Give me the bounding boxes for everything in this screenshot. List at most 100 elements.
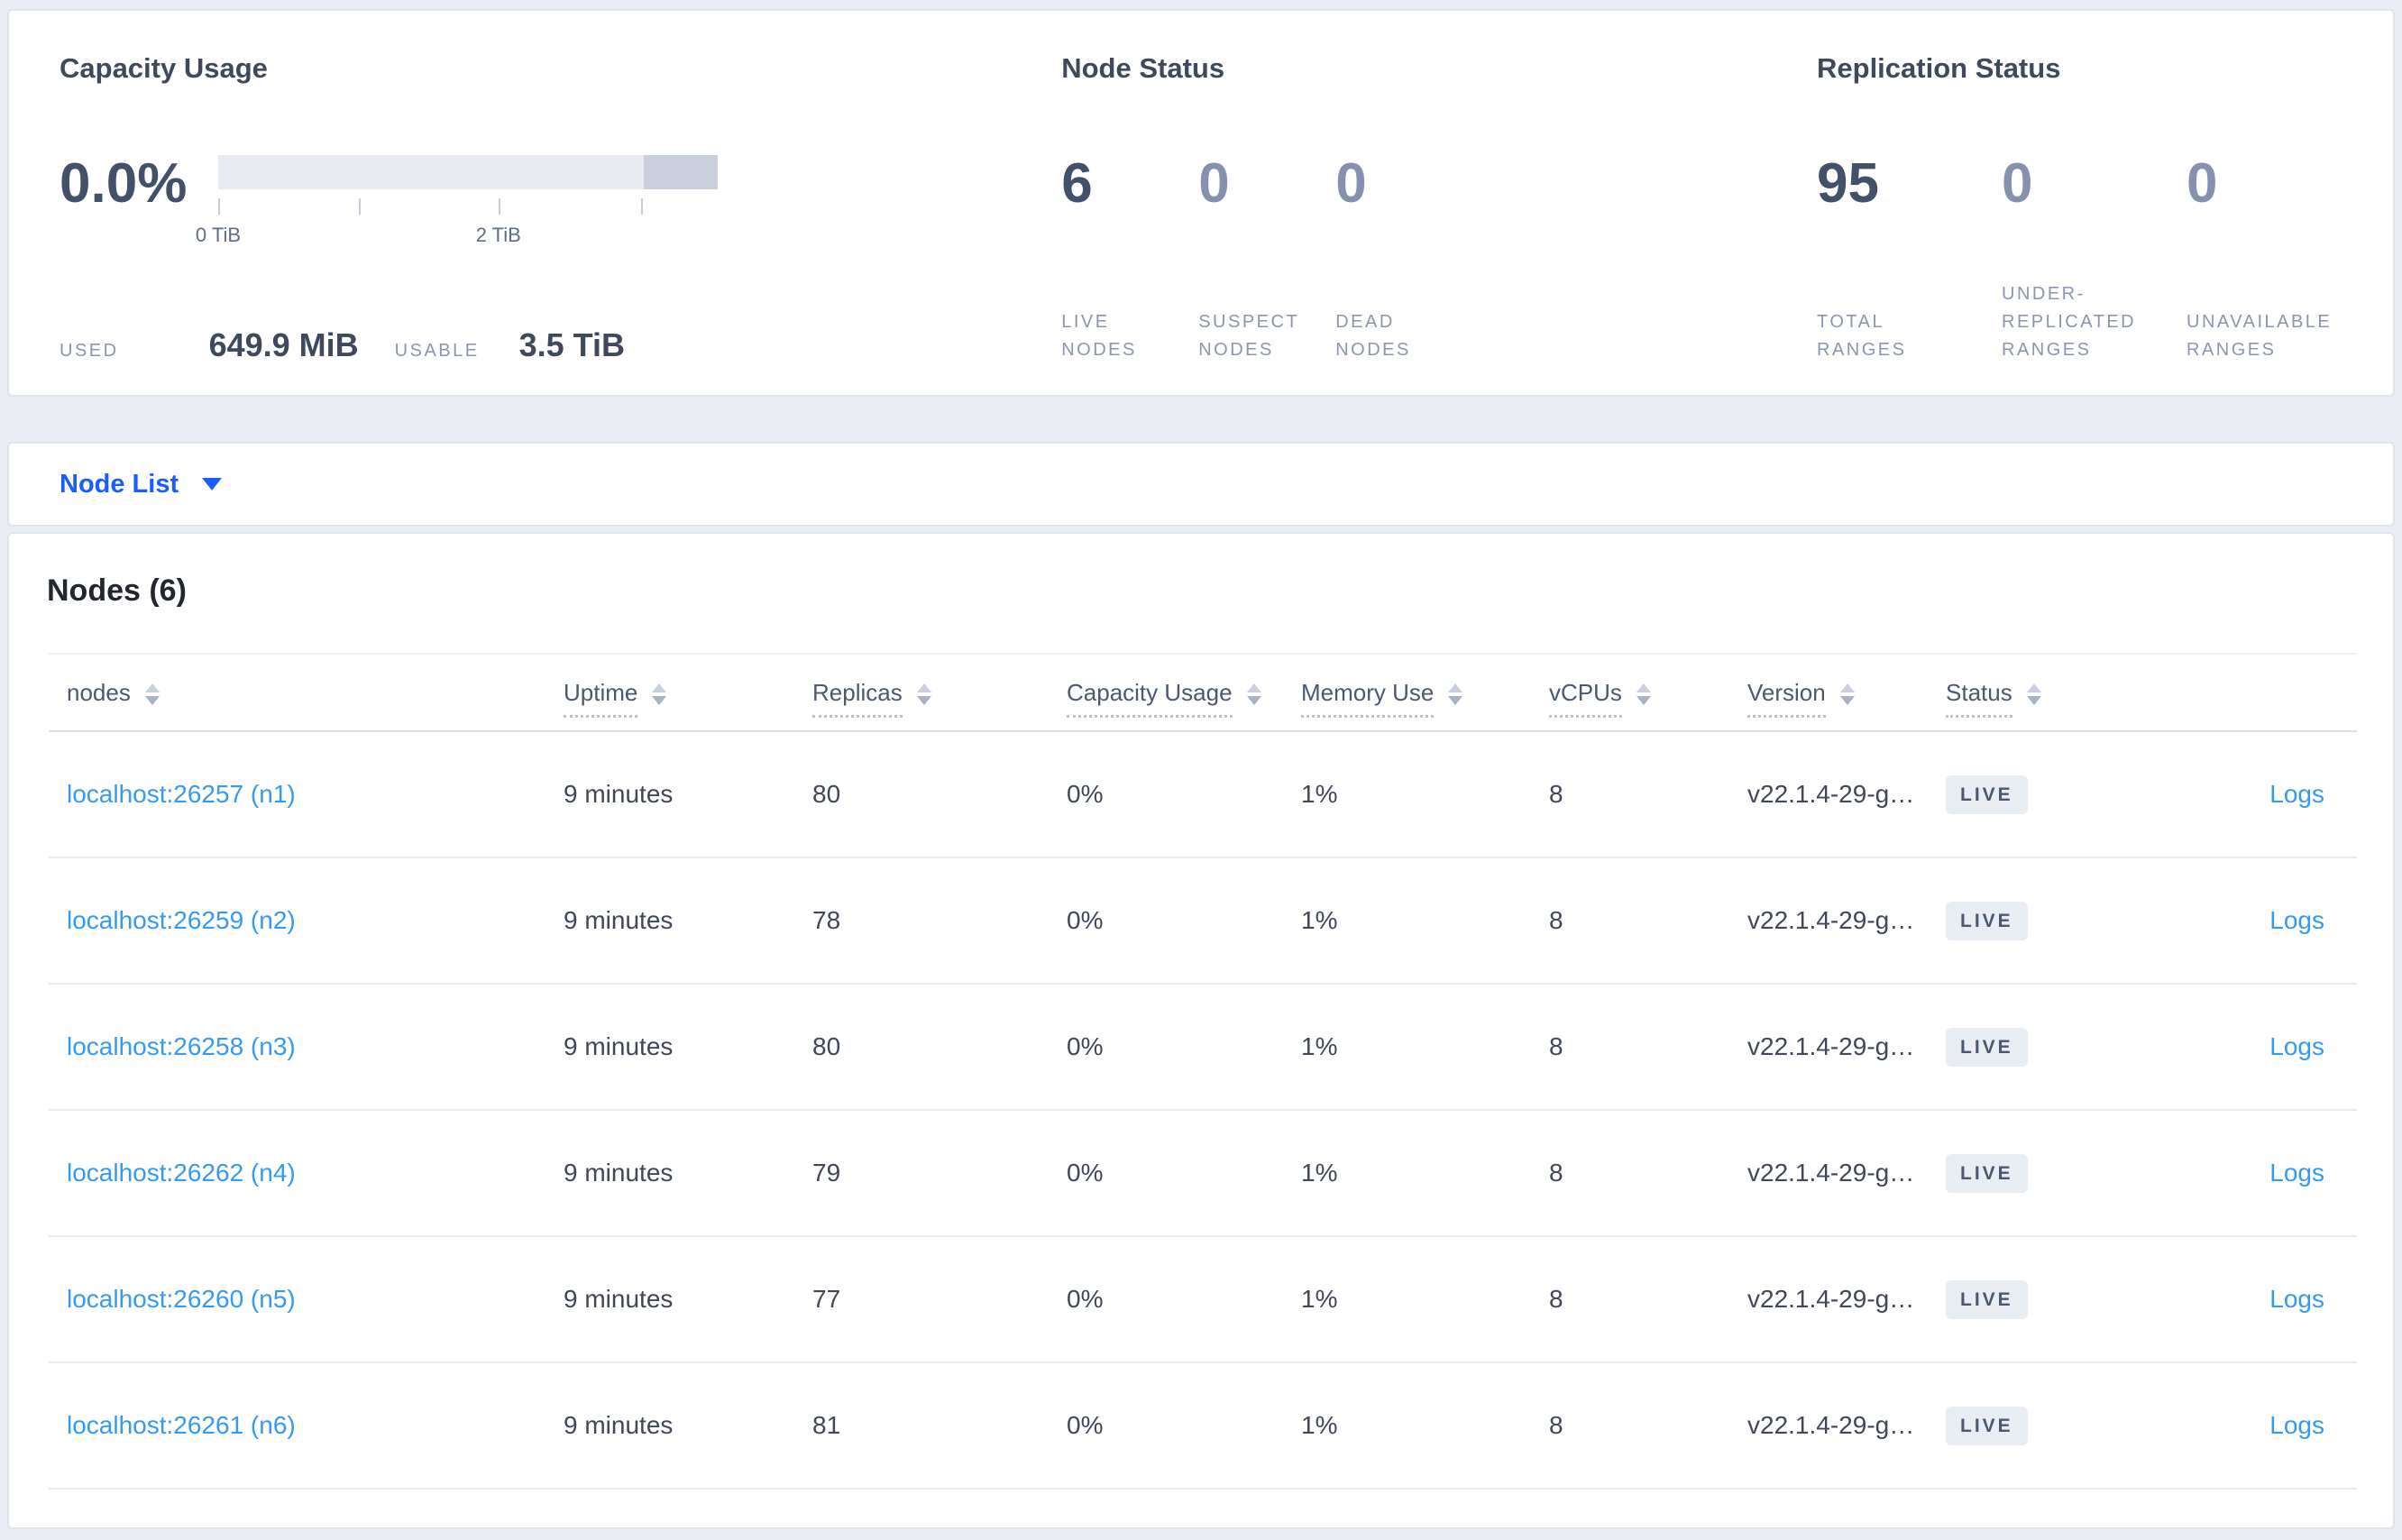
cell-value: 9 minutes (564, 780, 674, 808)
node-status-stats: 6 LIVE NODES 0 SUSPECT NODES 0 DEAD NODES (1061, 150, 1561, 377)
cell-status: LIVE (1945, 1362, 2145, 1490)
status-badge: LIVE (1946, 1406, 2028, 1445)
logs-link[interactable]: Logs (2269, 1411, 2324, 1439)
sort-up-arrow (652, 683, 667, 692)
cell-value: 79 (812, 1159, 841, 1187)
sort-down-arrow (2026, 695, 2041, 705)
cell-nodes: localhost:26258 (n3) (49, 984, 563, 1111)
cell-value: 0% (1067, 1032, 1104, 1060)
capacity-bar-track (218, 155, 718, 189)
cell-capacity: 0% (1066, 857, 1300, 985)
axis-tick (641, 198, 644, 215)
logs-link[interactable]: Logs (2269, 1159, 2324, 1187)
node-link[interactable]: localhost:26260 (n5) (67, 1285, 296, 1313)
node-link[interactable]: localhost:26259 (n2) (67, 906, 296, 934)
cell-value: 78 (812, 906, 841, 934)
cell-version: v22.1.4-29-g… (1746, 1236, 1945, 1363)
cell-capacity: 0% (1066, 1362, 1300, 1490)
cell-value: 1% (1301, 906, 1338, 934)
logs-link[interactable]: Logs (2269, 906, 2324, 934)
cell-uptime: 9 minutes (563, 984, 811, 1111)
node-link[interactable]: localhost:26258 (n3) (67, 1032, 296, 1060)
axis-tick (498, 198, 500, 215)
status-badge: LIVE (1946, 775, 2028, 814)
cell-value: 9 minutes (564, 1411, 674, 1439)
cell-value: 9 minutes (564, 906, 674, 934)
table-row: localhost:26259 (n2) 9 minutes 78 0% 1% 8 v22.… (49, 857, 2357, 985)
column-header-uptime[interactable]: Uptime (563, 653, 811, 732)
cell-replicas: 80 (811, 731, 1066, 858)
cell-logs: Logs (2145, 857, 2357, 985)
column-header-nodes[interactable]: nodes (49, 653, 563, 732)
cell-logs: Logs (2145, 731, 2357, 858)
column-header-label: Memory Use (1301, 679, 1435, 718)
cell-vcpus: 8 (1548, 731, 1746, 858)
column-header-replicas[interactable]: Replicas (811, 653, 1066, 732)
axis-tick-label: 0 TiB (195, 224, 242, 246)
column-header-memory[interactable]: Memory Use (1300, 653, 1548, 732)
cell-logs: Logs (2145, 984, 2357, 1111)
node-list-dropdown[interactable]: Node List (60, 470, 223, 500)
node-link[interactable]: localhost:26257 (n1) (67, 780, 296, 808)
table-row: localhost:26257 (n1) 9 minutes 80 0% 1% 8 v22.… (49, 731, 2357, 858)
sort-down-arrow (144, 695, 160, 705)
table-row: localhost:26258 (n3) 9 minutes 80 0% 1% 8 v22.… (49, 984, 2357, 1111)
sort-down-arrow (1839, 695, 1855, 705)
cell-version: v22.1.4-29-g… (1746, 731, 1945, 858)
cell-vcpus: 8 (1548, 857, 1746, 985)
stat-label: UNDER-REPLICATED RANGES (2002, 284, 2137, 360)
cell-value: v22.1.4-29-g… (1747, 906, 1915, 934)
cell-value: 9 minutes (564, 1285, 674, 1313)
node-link[interactable]: localhost:26261 (n6) (67, 1411, 296, 1439)
cell-value: 8 (1549, 1285, 1563, 1313)
cell-value: 8 (1549, 780, 1563, 808)
table-header-row: nodes Uptime Replicas Capacity Usage Memory … (49, 653, 2357, 732)
axis-tick-label: 2 TiB (475, 224, 521, 246)
axis-tick (359, 198, 362, 215)
cell-replicas: 79 (811, 1110, 1066, 1237)
cell-version: v22.1.4-29-g… (1746, 984, 1945, 1111)
node-link[interactable]: localhost:26262 (n4) (67, 1159, 296, 1187)
node-status-title: Node Status (1061, 52, 1225, 84)
sort-up-arrow (144, 683, 160, 692)
column-header-capacity[interactable]: Capacity Usage (1066, 653, 1300, 732)
usable-label: USABLE (394, 341, 480, 361)
stat-label: DEAD NODES (1335, 312, 1411, 360)
logs-link[interactable]: Logs (2269, 1285, 2324, 1313)
column-header-vcpus[interactable]: vCPUs (1548, 653, 1746, 732)
cell-replicas: 81 (811, 1362, 1066, 1490)
column-header-status[interactable]: Status (1945, 653, 2145, 732)
cell-status: LIVE (1945, 1236, 2145, 1363)
cell-memory: 1% (1300, 984, 1548, 1111)
sort-icon (1636, 683, 1651, 705)
cell-status: LIVE (1945, 857, 2145, 985)
cell-value: 80 (812, 1032, 841, 1060)
column-header-label: Status (1946, 679, 2012, 718)
cell-memory: 1% (1300, 731, 1548, 858)
logs-link[interactable]: Logs (2269, 1032, 2324, 1060)
logs-link[interactable]: Logs (2269, 780, 2324, 808)
replication-status-stats: 95 TOTAL RANGES 0 UNDER-REPLICATED RANGES 0 U… (1817, 150, 2371, 377)
cell-uptime: 9 minutes (563, 1110, 811, 1237)
cell-memory: 1% (1300, 1362, 1548, 1490)
column-header-version[interactable]: Version (1746, 653, 1945, 732)
status-badge: LIVE (1946, 1153, 2028, 1193)
cell-capacity: 0% (1066, 1110, 1300, 1237)
column-header-label: Capacity Usage (1067, 679, 1233, 718)
stat-label: TOTAL RANGES (1817, 312, 1907, 360)
stat-label: UNAVAILABLE RANGES (2187, 312, 2333, 360)
cell-value: v22.1.4-29-g… (1747, 1411, 1915, 1439)
table-row: localhost:26261 (n6) 9 minutes 81 0% 1% 8 v22.… (49, 1362, 2357, 1490)
cell-value: 1% (1301, 1032, 1338, 1060)
cell-uptime: 9 minutes (563, 731, 811, 858)
table-row: localhost:26262 (n4) 9 minutes 79 0% 1% 8 v22.… (49, 1110, 2357, 1237)
cell-vcpus: 8 (1548, 1362, 1746, 1490)
capacity-usage-section: Capacity Usage 0.0% 0 TiB 2 TiB USED 649.… (60, 50, 764, 395)
capacity-usage-bar-chart: 0 TiB 2 TiB (196, 150, 718, 256)
column-header-label: Uptime (564, 679, 638, 718)
sort-icon (1246, 683, 1261, 705)
cell-vcpus: 8 (1548, 1110, 1746, 1237)
stat: 95 TOTAL RANGES (1817, 150, 2002, 377)
capacity-axis: 0 TiB 2 TiB (196, 198, 718, 256)
